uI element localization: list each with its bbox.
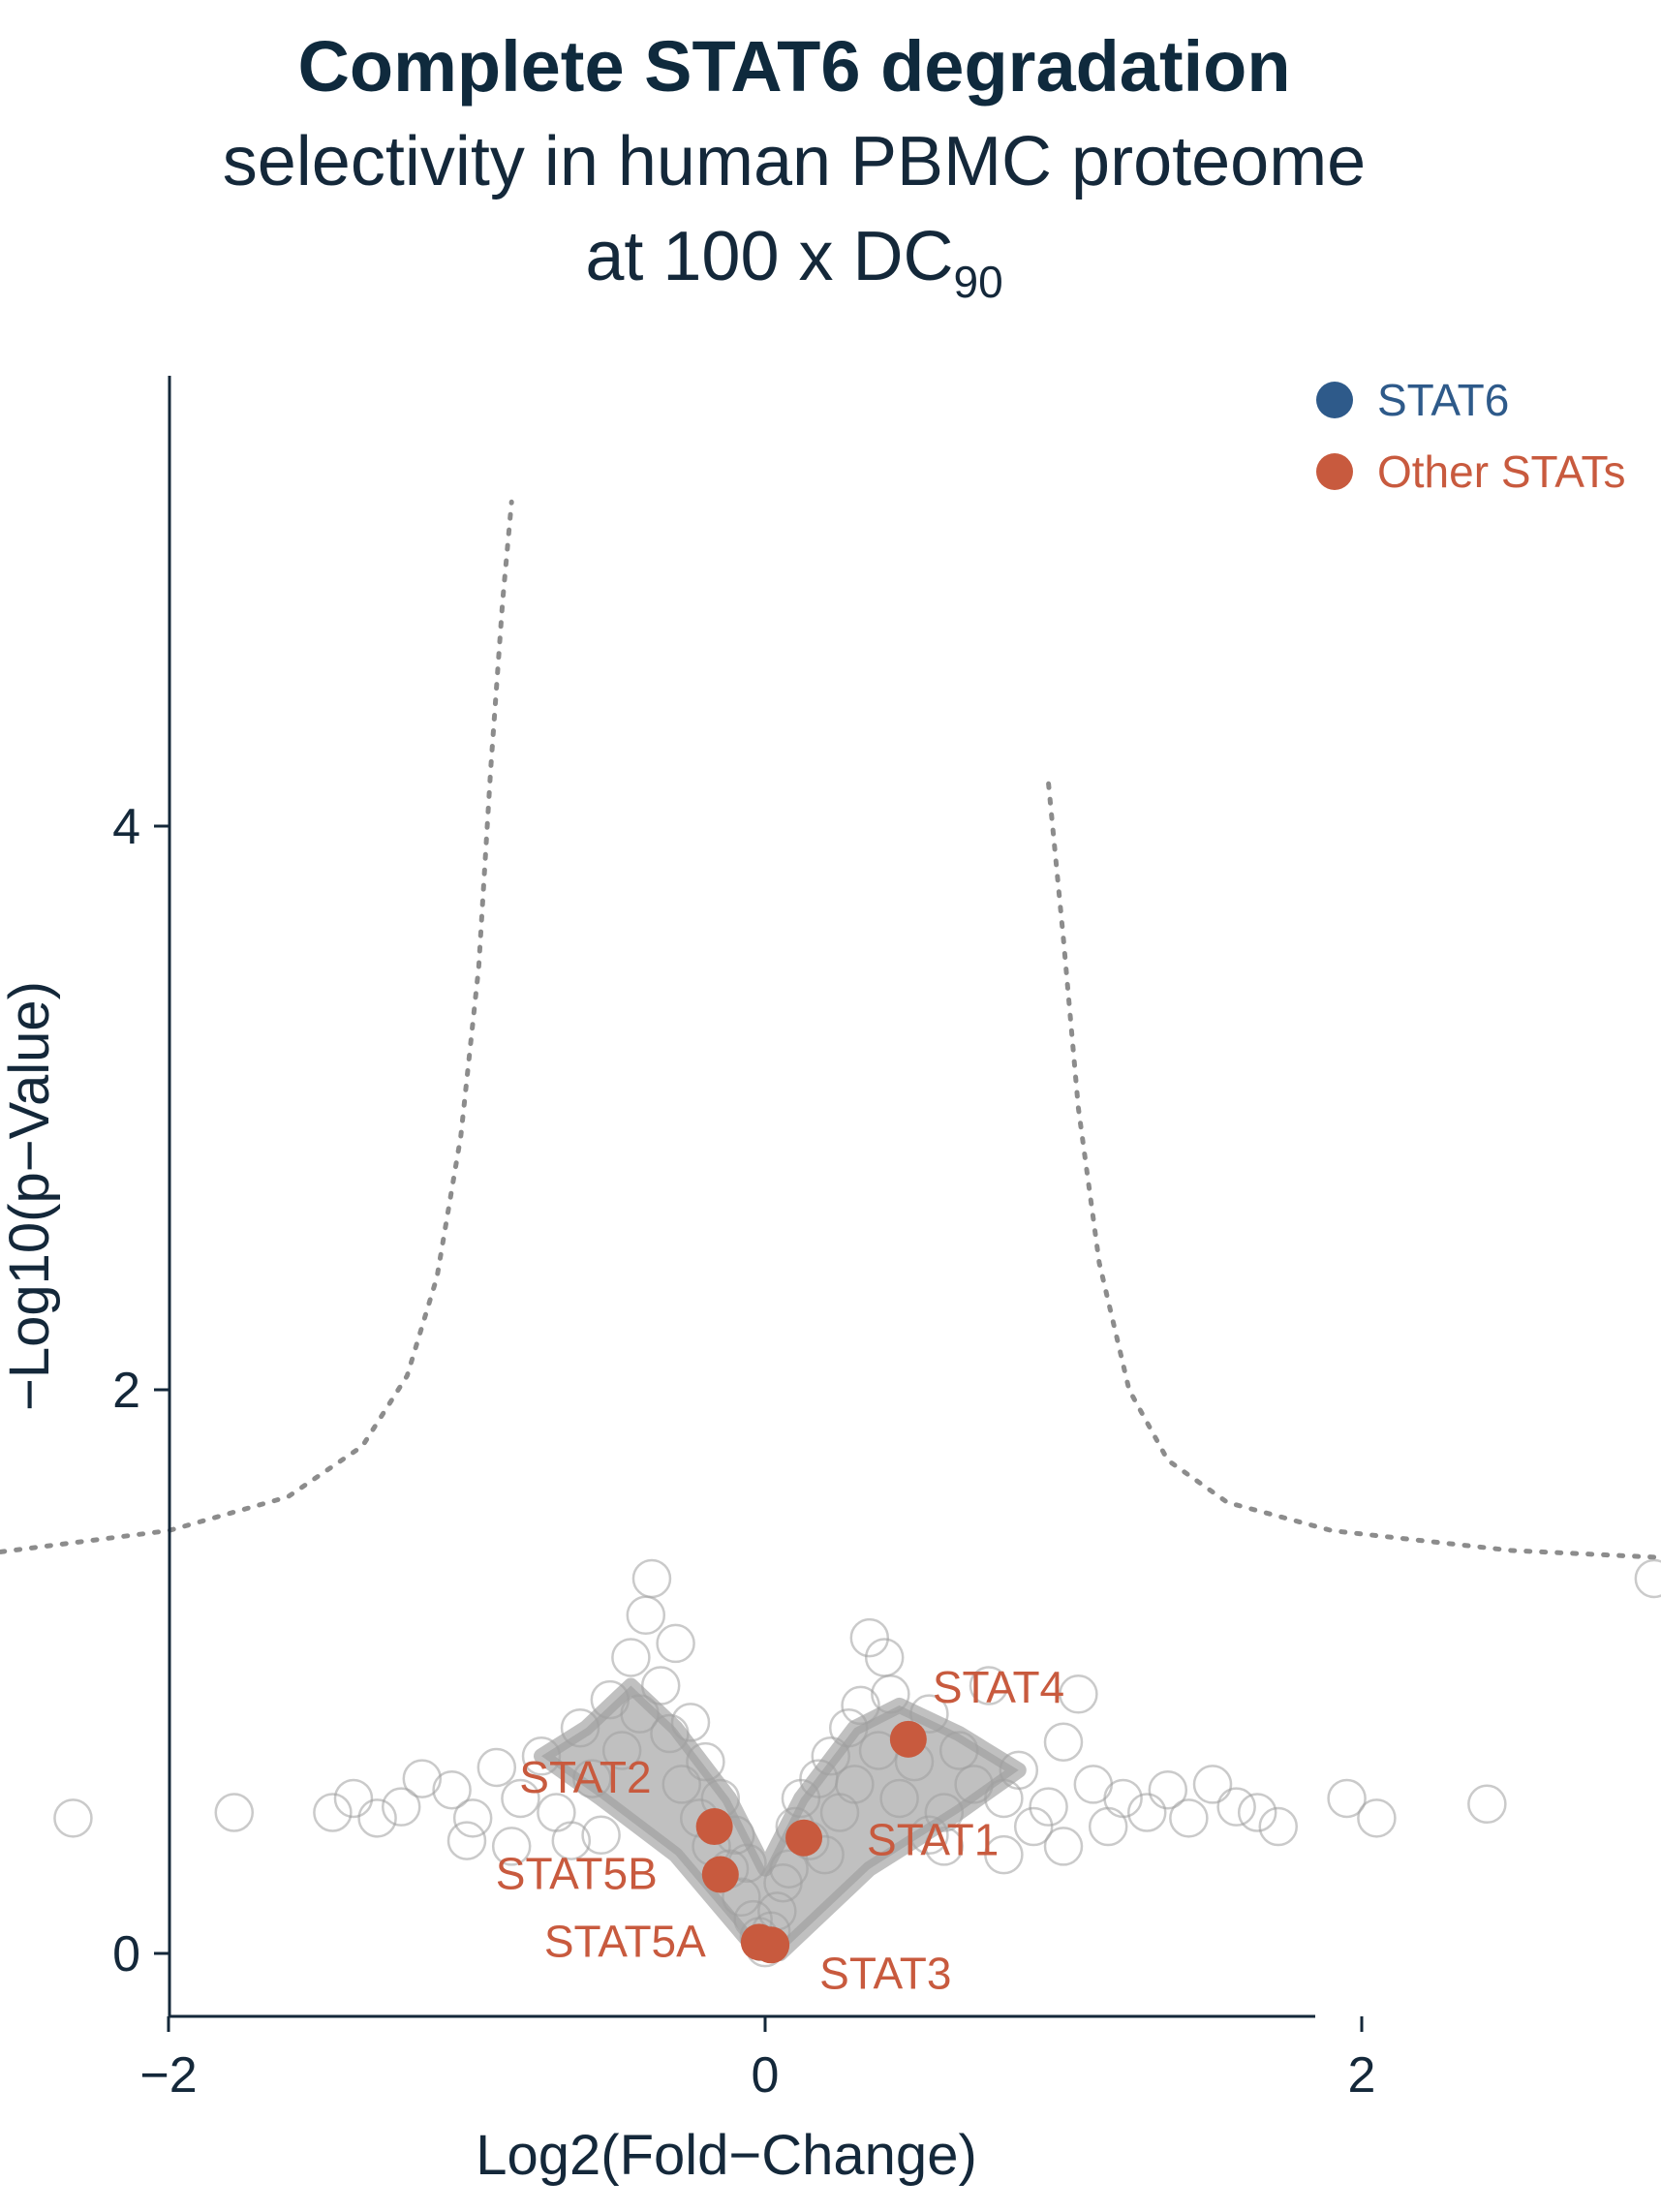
legend-label: STAT6 [1377, 375, 1509, 425]
background-point [477, 1747, 517, 1788]
point-label-stat1: STAT1 [867, 1815, 999, 1865]
background-point [491, 1827, 532, 1866]
point-label-stat3: STAT3 [819, 1948, 951, 1998]
point-label-stat2: STAT2 [519, 1752, 651, 1802]
background-point [1467, 1784, 1507, 1825]
background-point [1103, 1778, 1143, 1819]
legend-label: Other STATs [1377, 446, 1625, 497]
y-tick-label: 4 [112, 799, 140, 855]
background-point [333, 1778, 374, 1819]
point-label-stat4: STAT4 [933, 1662, 1064, 1712]
chart-subtitle-dose: at 100 x DC90 [0, 209, 1588, 329]
x-axis-label: Log2(Fold−Change) [476, 2124, 977, 2187]
legend-marker [1316, 382, 1353, 418]
background-point [1634, 1558, 1661, 1599]
background-point [1192, 1765, 1233, 1804]
background-point [656, 1623, 695, 1664]
threshold-curve-left [0, 499, 514, 1554]
legend-marker [1316, 453, 1353, 490]
background-point [381, 1787, 421, 1827]
background-point [631, 1558, 672, 1599]
background-point [1043, 1722, 1084, 1762]
background-point [1148, 1769, 1188, 1810]
background-point [626, 1595, 666, 1636]
x-tick-label: 2 [1348, 2047, 1376, 2104]
background-point [501, 1778, 540, 1819]
background-point [1059, 1674, 1098, 1714]
background-point [357, 1798, 397, 1838]
background-point [849, 1617, 890, 1658]
background-point [581, 1815, 621, 1856]
legend: STAT6 Other STATs [1316, 375, 1625, 497]
threshold-curve-right [1046, 781, 1661, 1560]
background-point [1013, 1806, 1054, 1847]
background-point [551, 1821, 592, 1860]
background-point [313, 1793, 353, 1832]
background-point [1088, 1806, 1128, 1847]
point-stat1 [785, 1819, 823, 1857]
x-tick-label: −2 [139, 2047, 197, 2104]
chart-title-block: Complete STAT6 degradation selectivity i… [0, 19, 1588, 329]
background-point [1357, 1798, 1397, 1838]
background-point [446, 1821, 487, 1860]
point-stat4 [889, 1720, 927, 1758]
background-point [402, 1759, 443, 1798]
point-label-stat5b: STAT5B [496, 1849, 658, 1899]
y-axis-label: −Log10(p−Value) [0, 981, 61, 1411]
background-point [969, 1666, 1009, 1705]
background-point [452, 1798, 493, 1838]
background-point [1327, 1778, 1367, 1819]
y-tick-label: 2 [112, 1363, 140, 1419]
background-point [1258, 1806, 1299, 1847]
background-point [1043, 1827, 1084, 1866]
background-point [864, 1638, 905, 1677]
background-point [214, 1793, 255, 1832]
background-point [984, 1834, 1024, 1875]
dose-label: at 100 x DC [585, 218, 954, 295]
point-stat3 [753, 1926, 790, 1964]
background-point [1237, 1793, 1277, 1832]
y-tick-label: 0 [112, 1926, 140, 1982]
background-point [1029, 1787, 1068, 1827]
background-point [1126, 1793, 1167, 1832]
background-point [432, 1769, 472, 1810]
background-point [611, 1638, 651, 1677]
x-tick-label: 0 [752, 2047, 780, 2104]
dose-subscript: 90 [953, 257, 1003, 307]
chart-title: Complete STAT6 degradation [297, 26, 1291, 107]
background-point [1216, 1787, 1256, 1827]
point-stat5b [701, 1856, 739, 1893]
background-point [1169, 1798, 1209, 1838]
point-label-stat5a: STAT5A [544, 1916, 706, 1966]
point-stat2 [695, 1808, 733, 1846]
background-point [1073, 1765, 1114, 1804]
chart-subtitle: selectivity in human PBMC proteome [222, 123, 1367, 200]
background-point [53, 1798, 93, 1838]
